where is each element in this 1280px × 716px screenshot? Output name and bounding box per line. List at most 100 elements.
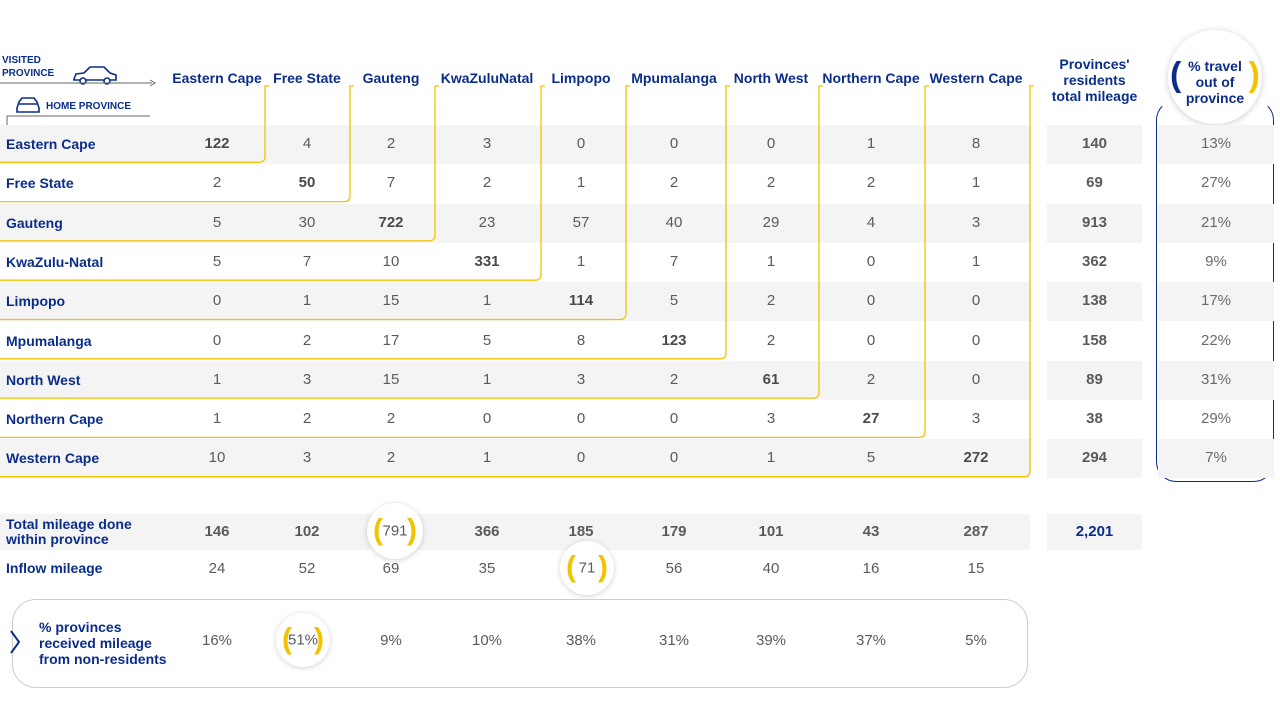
pct-band [1158,282,1274,322]
within-value: 366 [474,523,500,540]
row-label: KwaZulu-Natal [6,253,104,270]
matrix-cell: 1 [482,292,492,310]
total-band [1047,360,1142,400]
matrix-cell: 272 [963,449,989,467]
column-header: Mpumalanga [631,70,717,86]
matrix-cell: 2 [669,370,679,388]
inflow-value: 56 [665,560,683,577]
matrix-cell: 1 [482,370,492,388]
matrix-cell: 29 [762,213,780,231]
row-label: North West [6,371,81,388]
matrix-cell: 1 [212,410,222,428]
matrix-cell: 0 [212,331,222,349]
matrix-cell: 1 [302,292,312,310]
close-paren-icon: ) [1248,56,1260,94]
row-label: Eastern Cape [6,136,96,152]
inflow-value: 24 [208,560,226,577]
matrix-cell: 0 [866,331,876,349]
row-label: Mpumalanga [6,332,92,349]
matrix-cell: 3 [302,449,312,467]
inflow-value: 71 [578,559,596,577]
matrix-cell: 2 [766,174,776,192]
matrix-cell: 0 [866,252,876,270]
inflow-value: 40 [762,560,780,577]
matrix-cell: 2 [386,135,396,152]
matrix-cell: 0 [971,292,981,310]
matrix-cell: 1 [971,174,981,192]
matrix-cell: 1 [576,252,586,270]
pct-out-cell: 27% [1200,174,1232,192]
legend: VISITED PROVINCE HOME PROVINCE [0,52,160,135]
matrix-cell: 10 [382,252,400,270]
matrix-cell: 114 [568,292,594,310]
matrix-cell: 122 [204,135,230,152]
pct-received-value: 10% [471,632,503,649]
pct-out-cell: 22% [1200,331,1232,349]
matrix-cell: 331 [474,252,500,270]
within-label: Total mileage done within province [6,516,132,547]
total-cell: 362 [1081,252,1108,270]
matrix-cell: 0 [212,292,222,310]
matrix-cell: 7 [302,252,312,270]
matrix-cell: 8 [576,331,586,349]
open-paren-icon: ( [373,513,383,547]
total-cell: 38 [1086,410,1103,428]
total-band [1047,282,1142,322]
matrix-cell: 1 [482,449,492,467]
inflow-label: Inflow mileage [6,560,103,576]
matrix-cell: 27 [862,410,880,428]
pct-received-value: 9% [380,632,402,649]
pct-out-cell: 17% [1200,292,1232,310]
inflow-value: 52 [298,560,316,577]
pct-received-value: 51% [287,631,319,649]
total-cell: 140 [1081,135,1108,152]
inflow-value: 16 [862,560,880,577]
matrix-cell: 5 [866,449,876,467]
column-header: Free State [273,70,341,86]
pct-out-cell: 21% [1200,213,1232,231]
open-paren-icon: ( [282,622,292,656]
matrix-cell: 2 [482,174,492,192]
column-header: North West [733,70,809,86]
pct-received-value: 37% [855,632,887,649]
matrix-cell: 3 [766,410,776,428]
matrix-cell: 0 [669,135,679,152]
within-value: 43 [862,523,880,540]
matrix-cell: 0 [669,410,679,428]
matrix-cell: 2 [866,370,876,388]
column-header: Limpopo [551,70,611,86]
matrix-cell: 2 [386,410,396,428]
matrix-cell: 7 [386,174,396,192]
matrix-cell: 123 [661,331,687,349]
pct-out-cell: 29% [1200,410,1232,428]
matrix-cell: 30 [298,213,316,231]
close-paren-icon: ) [407,513,417,547]
matrix-cell: 2 [669,174,679,192]
matrix-cell: 23 [478,213,496,231]
row-label: Northern Cape [6,411,104,428]
matrix-cell: 1 [866,135,876,152]
column-header: Eastern Cape [172,70,262,86]
within-value: 287 [963,523,989,540]
pct-received-value: 16% [201,632,233,649]
matrix-cell: 0 [576,449,586,467]
matrix-cell: 3 [971,213,981,231]
grand-total: 2,201 [1075,523,1114,540]
matrix-cell: 2 [766,292,776,310]
matrix-cell: 7 [669,252,679,270]
row-label: Limpopo [6,293,66,310]
matrix-cell: 50 [298,174,316,192]
total-cell: 294 [1081,449,1108,467]
matrix-cell: 57 [572,213,590,231]
row-label: Free State [6,175,74,192]
total-cell: 913 [1081,213,1108,231]
matrix-cell: 4 [866,213,876,231]
matrix-cell: 2 [212,174,222,192]
row-label: Western Cape [6,450,100,467]
total-band [1047,125,1142,164]
within-value: 146 [204,523,230,540]
pct-received-value: 5% [965,632,987,649]
matrix-cell: 5 [482,331,492,349]
matrix-cell: 0 [766,135,776,152]
matrix-cell: 40 [665,213,683,231]
